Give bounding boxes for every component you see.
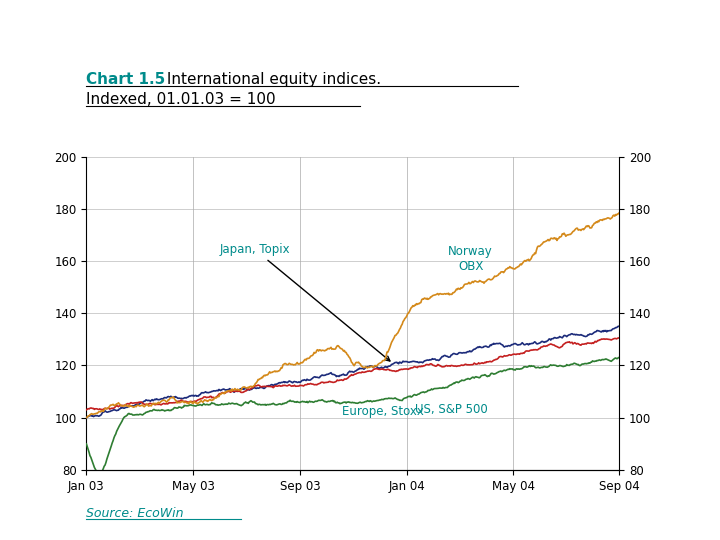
Text: Chart 1.5: Chart 1.5 bbox=[86, 72, 166, 87]
Text: International equity indices.: International equity indices. bbox=[162, 72, 381, 87]
Text: Source: EcoWin: Source: EcoWin bbox=[86, 507, 184, 521]
Text: Europe, Stoxx: Europe, Stoxx bbox=[342, 405, 423, 418]
Text: Norway
OBX: Norway OBX bbox=[449, 245, 493, 273]
Text: US, S&P 500: US, S&P 500 bbox=[415, 403, 487, 416]
Text: Japan, Topix: Japan, Topix bbox=[219, 243, 390, 361]
Text: Indexed, 01.01.03 = 100: Indexed, 01.01.03 = 100 bbox=[86, 92, 276, 107]
